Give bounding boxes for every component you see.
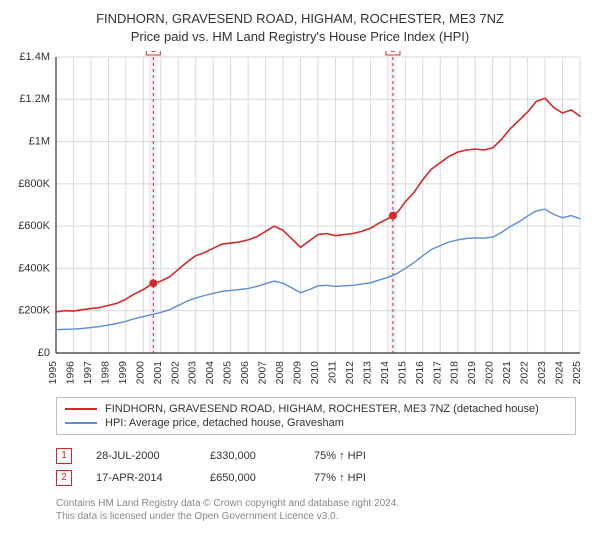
- event-date: 17-APR-2014: [96, 472, 186, 484]
- x-tick-label: 2002: [169, 361, 181, 385]
- title-line2: Price paid vs. HM Land Registry's House …: [12, 28, 588, 46]
- event-row: 1 28-JUL-2000 £330,000 75% ↑ HPI: [56, 445, 588, 467]
- y-tick-label: £1.4M: [19, 51, 50, 63]
- event-marker: 1: [56, 448, 72, 464]
- event-marker-label: 1: [151, 51, 157, 55]
- events-table: 1 28-JUL-2000 £330,000 75% ↑ HPI 2 17-APR-201…: [56, 445, 588, 489]
- event-marker: 2: [56, 470, 72, 486]
- x-tick-label: 2013: [361, 361, 373, 385]
- y-tick-label: £600K: [18, 220, 50, 232]
- legend: FINDHORN, GRAVESEND ROAD, HIGHAM, ROCHES…: [56, 397, 576, 435]
- sale-point: [149, 279, 157, 287]
- y-tick-label: £800K: [18, 178, 50, 190]
- x-tick-label: 2003: [187, 361, 199, 385]
- y-tick-label: £1.2M: [19, 93, 50, 105]
- x-tick-label: 2001: [152, 361, 164, 385]
- event-note: 75% ↑ HPI: [314, 450, 366, 462]
- x-tick-label: 2000: [134, 361, 146, 385]
- x-tick-label: 1996: [64, 361, 76, 385]
- y-tick-label: £0: [38, 347, 50, 359]
- event-marker-label: 2: [390, 51, 396, 55]
- event-date: 28-JUL-2000: [96, 450, 186, 462]
- x-tick-label: 2018: [449, 361, 461, 385]
- title-line1: FINDHORN, GRAVESEND ROAD, HIGHAM, ROCHES…: [12, 10, 588, 28]
- x-tick-label: 2019: [466, 361, 478, 385]
- chart: £0 £200K £400K £600K £800K £1M £1.2M £1.4M 1995 1…: [12, 51, 588, 391]
- chart-svg: £0 £200K £400K £600K £800K £1M £1.2M £1.4M 1995 1…: [12, 51, 588, 391]
- x-tick-label: 2020: [484, 361, 496, 385]
- footer-line1: Contains HM Land Registry data © Crown c…: [56, 497, 588, 510]
- x-tick-label: 2024: [554, 361, 566, 385]
- y-tick-label: £200K: [18, 305, 50, 317]
- x-tick-label: 1995: [47, 361, 59, 385]
- event-row: 2 17-APR-2014 £650,000 77% ↑ HPI: [56, 467, 588, 489]
- y-tick-label: £1M: [29, 136, 50, 148]
- footer-line2: This data is licensed under the Open Gov…: [56, 510, 588, 523]
- y-tick-label: £400K: [18, 262, 50, 274]
- legend-swatch: [65, 422, 97, 424]
- chart-title: FINDHORN, GRAVESEND ROAD, HIGHAM, ROCHES…: [12, 10, 588, 45]
- x-tick-label: 2007: [257, 361, 269, 385]
- x-tick-label: 2006: [239, 361, 251, 385]
- x-tick-label: 2012: [344, 361, 356, 385]
- legend-swatch: [65, 408, 97, 410]
- event-price: £650,000: [210, 472, 290, 484]
- x-tick-label: 2025: [571, 361, 583, 385]
- x-tick-label: 2010: [309, 361, 321, 385]
- sale-point: [389, 212, 397, 220]
- legend-label: FINDHORN, GRAVESEND ROAD, HIGHAM, ROCHES…: [105, 403, 539, 415]
- legend-row: FINDHORN, GRAVESEND ROAD, HIGHAM, ROCHES…: [65, 402, 567, 416]
- x-tick-label: 2009: [292, 361, 304, 385]
- x-tick-label: 2011: [326, 361, 338, 384]
- x-tick-label: 2014: [379, 361, 391, 385]
- x-tick-label: 2015: [396, 361, 408, 385]
- x-tick-label: 2022: [519, 361, 531, 385]
- x-tick-label: 1998: [99, 361, 111, 385]
- x-tick-label: 2023: [536, 361, 548, 385]
- footer: Contains HM Land Registry data © Crown c…: [56, 497, 588, 523]
- x-tick-label: 1999: [117, 361, 129, 385]
- x-tick-label: 2004: [204, 361, 216, 385]
- legend-row: HPI: Average price, detached house, Grav…: [65, 416, 567, 430]
- x-tick-label: 2016: [414, 361, 426, 385]
- event-note: 77% ↑ HPI: [314, 472, 366, 484]
- legend-label: HPI: Average price, detached house, Grav…: [105, 417, 344, 429]
- x-tick-label: 2017: [431, 361, 443, 385]
- x-tick-label: 2008: [274, 361, 286, 385]
- x-tick-label: 1997: [82, 361, 94, 385]
- x-tick-label: 2005: [222, 361, 234, 385]
- event-price: £330,000: [210, 450, 290, 462]
- x-tick-label: 2021: [501, 361, 513, 385]
